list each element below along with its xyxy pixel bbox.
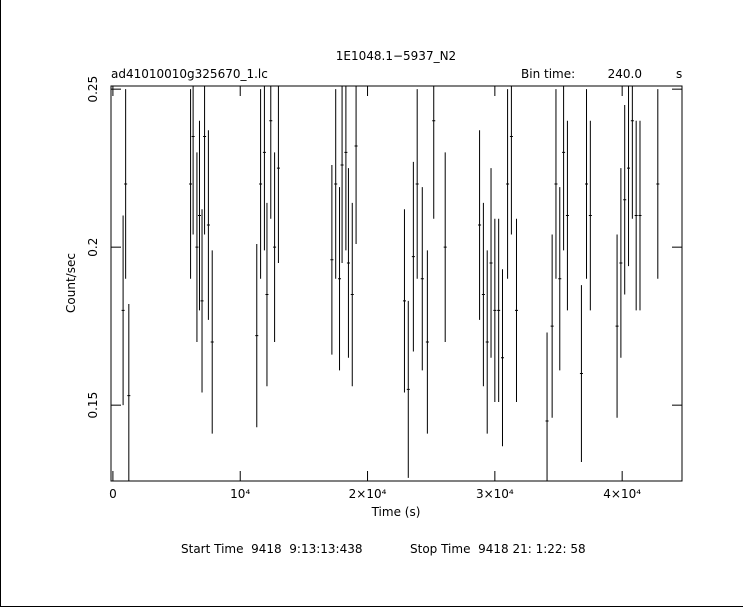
plot-frame <box>110 85 683 482</box>
bin-unit: s <box>676 67 682 81</box>
error-bar <box>127 304 131 481</box>
error-bar <box>432 86 436 219</box>
error-bar <box>565 120 569 311</box>
bin-label: Bin time: <box>521 67 575 81</box>
error-bar <box>344 86 348 251</box>
stop-time: Stop Time 9418 21: 1:22: 58 <box>410 542 586 556</box>
x-tick-label: 4×10⁴ <box>603 487 641 501</box>
error-bar <box>481 202 485 387</box>
x-tick-label: 2×10⁴ <box>349 487 387 501</box>
error-bar <box>415 89 419 279</box>
x-tick-label: 3×10⁴ <box>476 487 514 501</box>
error-bar <box>615 234 619 418</box>
error-bar <box>191 86 195 235</box>
error-bar <box>420 187 424 371</box>
error-bar <box>485 250 489 434</box>
error-bar <box>497 218 501 402</box>
error-bar <box>585 89 589 279</box>
plot-area <box>121 86 660 481</box>
x-axis-label: Time (s) <box>371 505 421 519</box>
error-bar <box>210 250 214 434</box>
error-bar <box>554 89 558 279</box>
error-bar <box>509 86 513 235</box>
y-tick-label: 0.15 <box>86 392 100 419</box>
error-bar <box>478 130 482 320</box>
error-bar <box>354 86 358 244</box>
error-bar <box>411 161 415 352</box>
error-bar <box>346 168 350 358</box>
error-bar <box>493 218 497 402</box>
error-bar <box>334 89 338 279</box>
error-bar <box>579 285 583 463</box>
x-tick-label: 10⁴ <box>230 487 250 501</box>
error-bar <box>330 165 334 355</box>
error-bar <box>402 209 406 393</box>
error-bar <box>550 234 554 418</box>
error-bar <box>406 300 410 478</box>
error-bar <box>124 89 128 279</box>
error-bar <box>506 89 510 279</box>
error-bar <box>276 86 280 263</box>
error-bar <box>656 89 660 279</box>
error-bar <box>514 218 518 402</box>
error-bar <box>558 187 562 371</box>
error-bar <box>197 120 201 311</box>
error-bar <box>338 187 342 371</box>
error-bar <box>203 86 207 235</box>
error-bar <box>489 168 493 358</box>
error-bar <box>121 215 125 406</box>
y-tick-label: 0.2 <box>86 238 100 257</box>
error-bar <box>340 86 344 263</box>
error-bar <box>634 120 638 311</box>
error-bar <box>206 130 210 320</box>
error-bar <box>262 86 266 251</box>
error-bar <box>562 86 566 251</box>
y-axis-label: Count/sec <box>64 253 78 313</box>
error-bar <box>265 202 269 387</box>
error-bar <box>273 152 277 342</box>
error-bar <box>638 120 642 311</box>
error-bar <box>189 89 193 279</box>
error-bar <box>425 250 429 434</box>
error-bar <box>623 104 627 295</box>
x-tick-label: 0 <box>109 487 117 501</box>
file-label: ad41010010g325670_1.lc <box>111 67 268 81</box>
start-time: Start Time 9418 9:13:13:438 <box>181 542 363 556</box>
error-bar <box>255 244 259 428</box>
error-bar <box>545 332 549 481</box>
error-bar <box>619 168 623 358</box>
error-bar <box>195 152 199 342</box>
error-bar <box>350 202 354 387</box>
error-bar <box>630 86 634 219</box>
error-bar <box>269 86 273 219</box>
error-bar <box>588 120 592 311</box>
y-tick-label: 0.25 <box>86 76 100 103</box>
error-bar <box>443 152 447 342</box>
error-bar <box>500 269 504 447</box>
error-bar <box>200 209 204 393</box>
error-bar <box>259 89 263 279</box>
bin-value: 240.0 <box>608 67 642 81</box>
chart-title: 1E1048.1−5937_N2 <box>336 49 456 63</box>
error-bar <box>627 86 631 267</box>
